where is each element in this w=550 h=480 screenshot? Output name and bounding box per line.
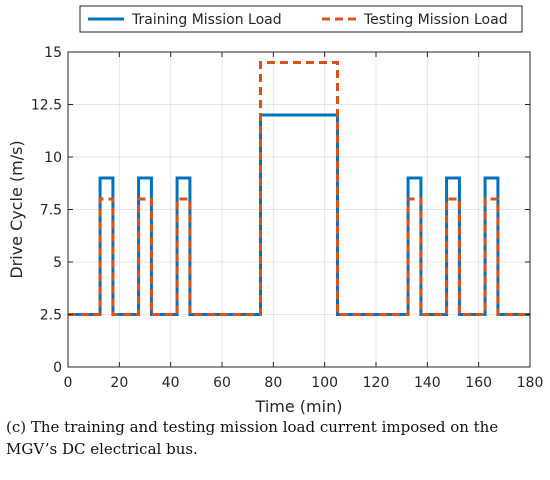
chart-figure: 0 20 40 60 80 100 120 140 160 180 0 2.5 5 7.5 10 12.5 15… [7,5,544,415]
figure-caption: (c) The training and testing mission loa… [6,418,499,458]
y-tick-label: 12.5 [31,98,62,114]
y-axis-title: Drive Cycle (m/s) [7,140,26,278]
y-tick-label: 7.5 [40,203,62,219]
x-tick-label: 100 [311,375,338,391]
x-tick-label: 0 [64,375,73,391]
axis-ticks: 0 20 40 60 80 100 120 140 160 180 0 2.5 5 7.5 10 12.5 15 [31,45,544,391]
y-tick-label: 10 [44,150,62,166]
legend-label-training: Training Mission Load [131,12,282,28]
legend: Training Mission Load Testing Mission Lo… [79,5,523,33]
y-tick-label: 2.5 [40,308,62,324]
chart-canvas: 0 20 40 60 80 100 120 140 160 180 0 2.5 5 7.5 10 12.5 15… [7,5,544,415]
x-tick-label: 120 [363,375,390,391]
series-lines [68,61,530,316]
x-tick-label: 60 [213,375,231,391]
x-tick-label: 160 [465,375,492,391]
x-tick-label: 140 [414,375,441,391]
x-tick-label: 40 [162,375,180,391]
series-line-testing [68,61,530,316]
x-tick-label: 20 [110,375,128,391]
legend-label-testing: Testing Mission Load [363,12,508,28]
y-tick-label: 15 [44,45,62,61]
x-axis-title: Time (min) [255,397,343,415]
y-tick-label: 0 [53,360,62,376]
x-tick-label: 180 [517,375,544,391]
x-tick-label: 80 [264,375,282,391]
y-tick-label: 5 [53,255,62,271]
legend-box [79,5,523,33]
